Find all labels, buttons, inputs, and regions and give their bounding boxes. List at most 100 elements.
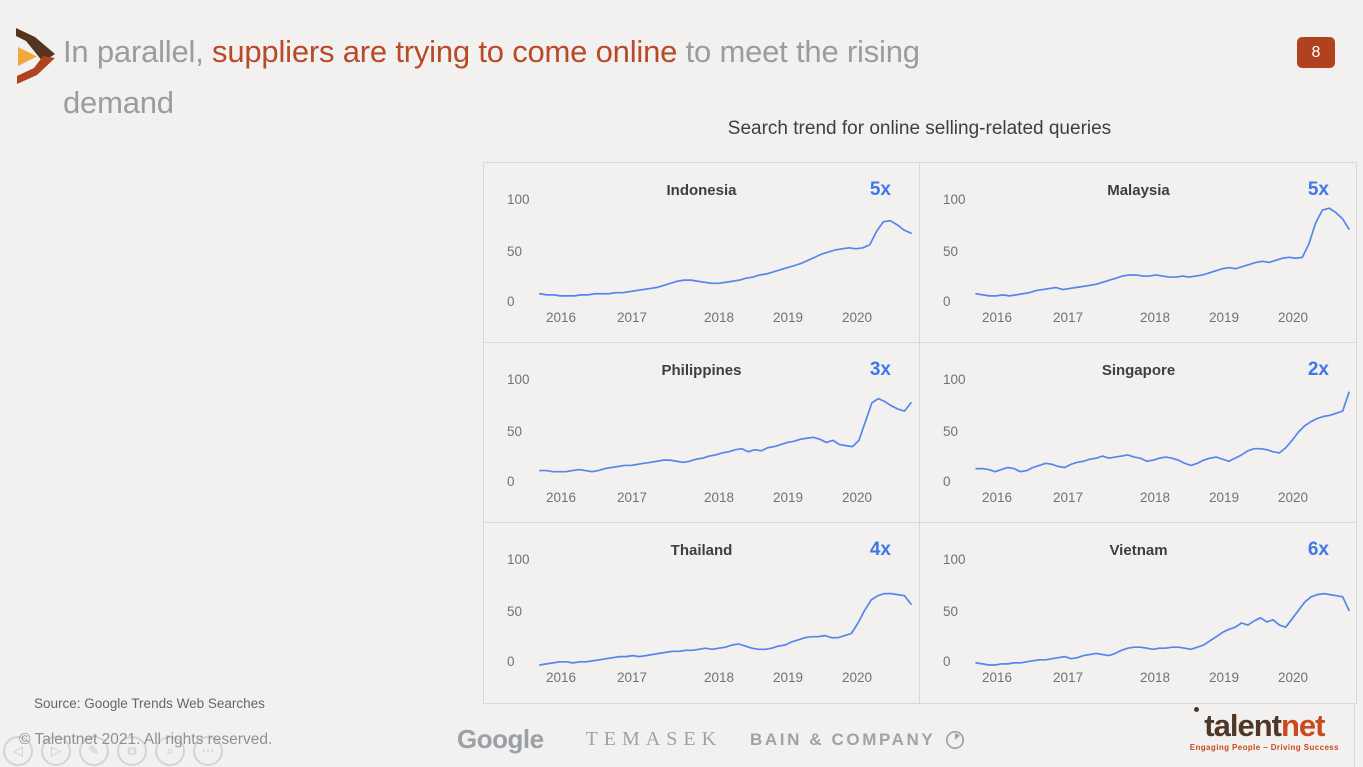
x-axis-tick: 2018 xyxy=(703,490,735,505)
y-axis-tick: 0 xyxy=(507,294,515,309)
trend-line-chart xyxy=(975,592,1350,666)
y-axis-tick: 100 xyxy=(507,192,530,207)
growth-multiplier: 5x xyxy=(869,179,891,200)
x-axis-tick: 2019 xyxy=(1208,490,1240,505)
growth-multiplier: 2x xyxy=(1307,359,1329,380)
partner-logos: Google TEMASEK BAIN & COMPANY xyxy=(457,724,965,755)
bain-circle-icon xyxy=(946,730,965,749)
trend-line-chart xyxy=(975,391,1350,473)
x-axis-tick: 2017 xyxy=(1052,670,1084,685)
google-logo: Google xyxy=(457,724,544,754)
y-axis-tick: 50 xyxy=(943,424,959,439)
y-axis-tick: 0 xyxy=(943,474,951,489)
country-label: Singapore xyxy=(1101,362,1176,379)
x-axis-tick: 2018 xyxy=(1139,310,1171,325)
x-axis-tick: 2017 xyxy=(1052,310,1084,325)
x-axis-tick: 2017 xyxy=(616,670,648,685)
talentnet-wordmark: talentnet xyxy=(1190,707,1339,742)
y-axis-tick: 100 xyxy=(507,552,530,567)
x-axis-tick: 2020 xyxy=(841,490,873,505)
x-axis-tick: 2016 xyxy=(545,670,577,685)
x-axis-tick: 2019 xyxy=(772,490,804,505)
next-icon[interactable]: ▷ xyxy=(41,736,71,766)
x-axis-tick: 2018 xyxy=(1139,490,1171,505)
country-label: Vietnam xyxy=(1109,542,1168,559)
trend-line-chart xyxy=(539,592,912,666)
y-axis-tick: 50 xyxy=(943,604,959,619)
y-axis-tick: 0 xyxy=(943,294,951,309)
x-axis-tick: 2019 xyxy=(772,670,804,685)
prev-icon[interactable]: ◁ xyxy=(3,736,33,766)
trend-panel-indonesia: Indonesia 5x 100 50 0 2016 2017 2018 2019 2020 xyxy=(484,163,920,343)
x-axis-tick: 2020 xyxy=(1277,670,1309,685)
x-axis-tick: 2018 xyxy=(703,670,735,685)
y-axis-tick: 50 xyxy=(943,244,959,259)
pen-icon[interactable]: ✎ xyxy=(79,736,109,766)
country-label: Malaysia xyxy=(1107,182,1170,199)
country-label: Thailand xyxy=(670,542,733,559)
y-axis-tick: 0 xyxy=(507,654,515,669)
x-axis-tick: 2020 xyxy=(1277,490,1309,505)
x-axis-tick: 2017 xyxy=(616,490,648,505)
trend-panel-singapore: Singapore 2x 100 50 0 2016 2017 2018 2019 2020 xyxy=(920,343,1357,523)
country-label: Indonesia xyxy=(666,182,737,199)
growth-multiplier: 6x xyxy=(1307,539,1329,560)
more-icon[interactable]: ⋯ xyxy=(193,736,223,766)
trend-panel-philippines: Philippines 3x 100 50 0 2016 2017 2018 2019 2020 xyxy=(484,343,920,523)
x-axis-tick: 2020 xyxy=(841,310,873,325)
copyright-text: © Talentnet 2021. All rights reserved. xyxy=(19,731,273,748)
trend-panel-thailand: Thailand 4x 100 50 0 2016 2017 2018 2019 2020 xyxy=(484,523,920,703)
growth-multiplier: 5x xyxy=(1307,179,1329,200)
copy-icon[interactable]: ⧉ xyxy=(117,736,147,766)
source-note: Source: Google Trends Web Searches xyxy=(34,696,265,711)
x-axis-tick: 2018 xyxy=(703,310,735,325)
viewer-nav-bar: ◁ ▷ ✎ ⧉ ⌕ ⋯ xyxy=(3,736,223,767)
country-label: Philippines xyxy=(661,362,742,379)
talentnet-dot xyxy=(1193,707,1199,712)
slide-title: In parallel, suppliers are trying to com… xyxy=(63,26,1223,128)
bain-company-logo: BAIN & COMPANY xyxy=(750,729,936,749)
x-axis-tick: 2016 xyxy=(545,310,577,325)
page-number-badge: 8 xyxy=(1297,37,1335,68)
title-gray-part2: to meet the rising xyxy=(677,34,920,69)
title-gray-part1: In parallel, xyxy=(63,34,213,69)
x-axis-tick: 2020 xyxy=(841,670,873,685)
trend-line-chart xyxy=(975,207,1350,297)
trend-line-chart xyxy=(539,397,912,473)
x-axis-tick: 2020 xyxy=(1277,310,1309,325)
x-axis-tick: 2016 xyxy=(981,670,1013,685)
trend-panel-malaysia: Malaysia 5x 100 50 0 2016 2017 2018 2019 2020 xyxy=(920,163,1357,343)
title-line2: demand xyxy=(63,85,174,120)
trend-line-chart xyxy=(539,219,912,297)
y-axis-tick: 50 xyxy=(507,424,523,439)
x-axis-tick: 2017 xyxy=(616,310,648,325)
x-axis-tick: 2019 xyxy=(772,310,804,325)
y-axis-tick: 100 xyxy=(943,192,966,207)
x-axis-tick: 2018 xyxy=(1139,670,1171,685)
right-edge-divider xyxy=(1354,703,1355,767)
y-axis-tick: 50 xyxy=(507,604,523,619)
chevron-logo-icon xyxy=(16,28,55,84)
x-axis-tick: 2016 xyxy=(981,310,1013,325)
y-axis-tick: 50 xyxy=(507,244,523,259)
x-axis-tick: 2019 xyxy=(1208,670,1240,685)
talentnet-logo: talentnet Engaging People – Driving Succ… xyxy=(1189,707,1339,752)
x-axis-tick: 2016 xyxy=(981,490,1013,505)
y-axis-tick: 0 xyxy=(943,654,951,669)
x-axis-tick: 2016 xyxy=(545,490,577,505)
talentnet-tagline: Engaging People – Driving Success xyxy=(1189,743,1339,752)
x-axis-tick: 2017 xyxy=(1052,490,1084,505)
trend-panel-vietnam: Vietnam 6x 100 50 0 2016 2017 2018 2019 2020 xyxy=(920,523,1357,703)
trend-chart-grid: Indonesia 5x 100 50 0 2016 2017 2018 2019 2020 Mal… xyxy=(483,162,1357,704)
growth-multiplier: 4x xyxy=(869,539,891,560)
y-axis-tick: 100 xyxy=(507,372,530,387)
growth-multiplier: 3x xyxy=(869,359,891,380)
y-axis-tick: 0 xyxy=(507,474,515,489)
zoom-icon[interactable]: ⌕ xyxy=(155,736,185,766)
temasek-logo: TEMASEK xyxy=(585,728,723,750)
y-axis-tick: 100 xyxy=(943,372,966,387)
title-highlight: suppliers are trying to come online xyxy=(212,34,678,69)
x-axis-tick: 2019 xyxy=(1208,310,1240,325)
charts-heading: Search trend for online selling-related … xyxy=(727,118,1112,139)
y-axis-tick: 100 xyxy=(943,552,966,567)
